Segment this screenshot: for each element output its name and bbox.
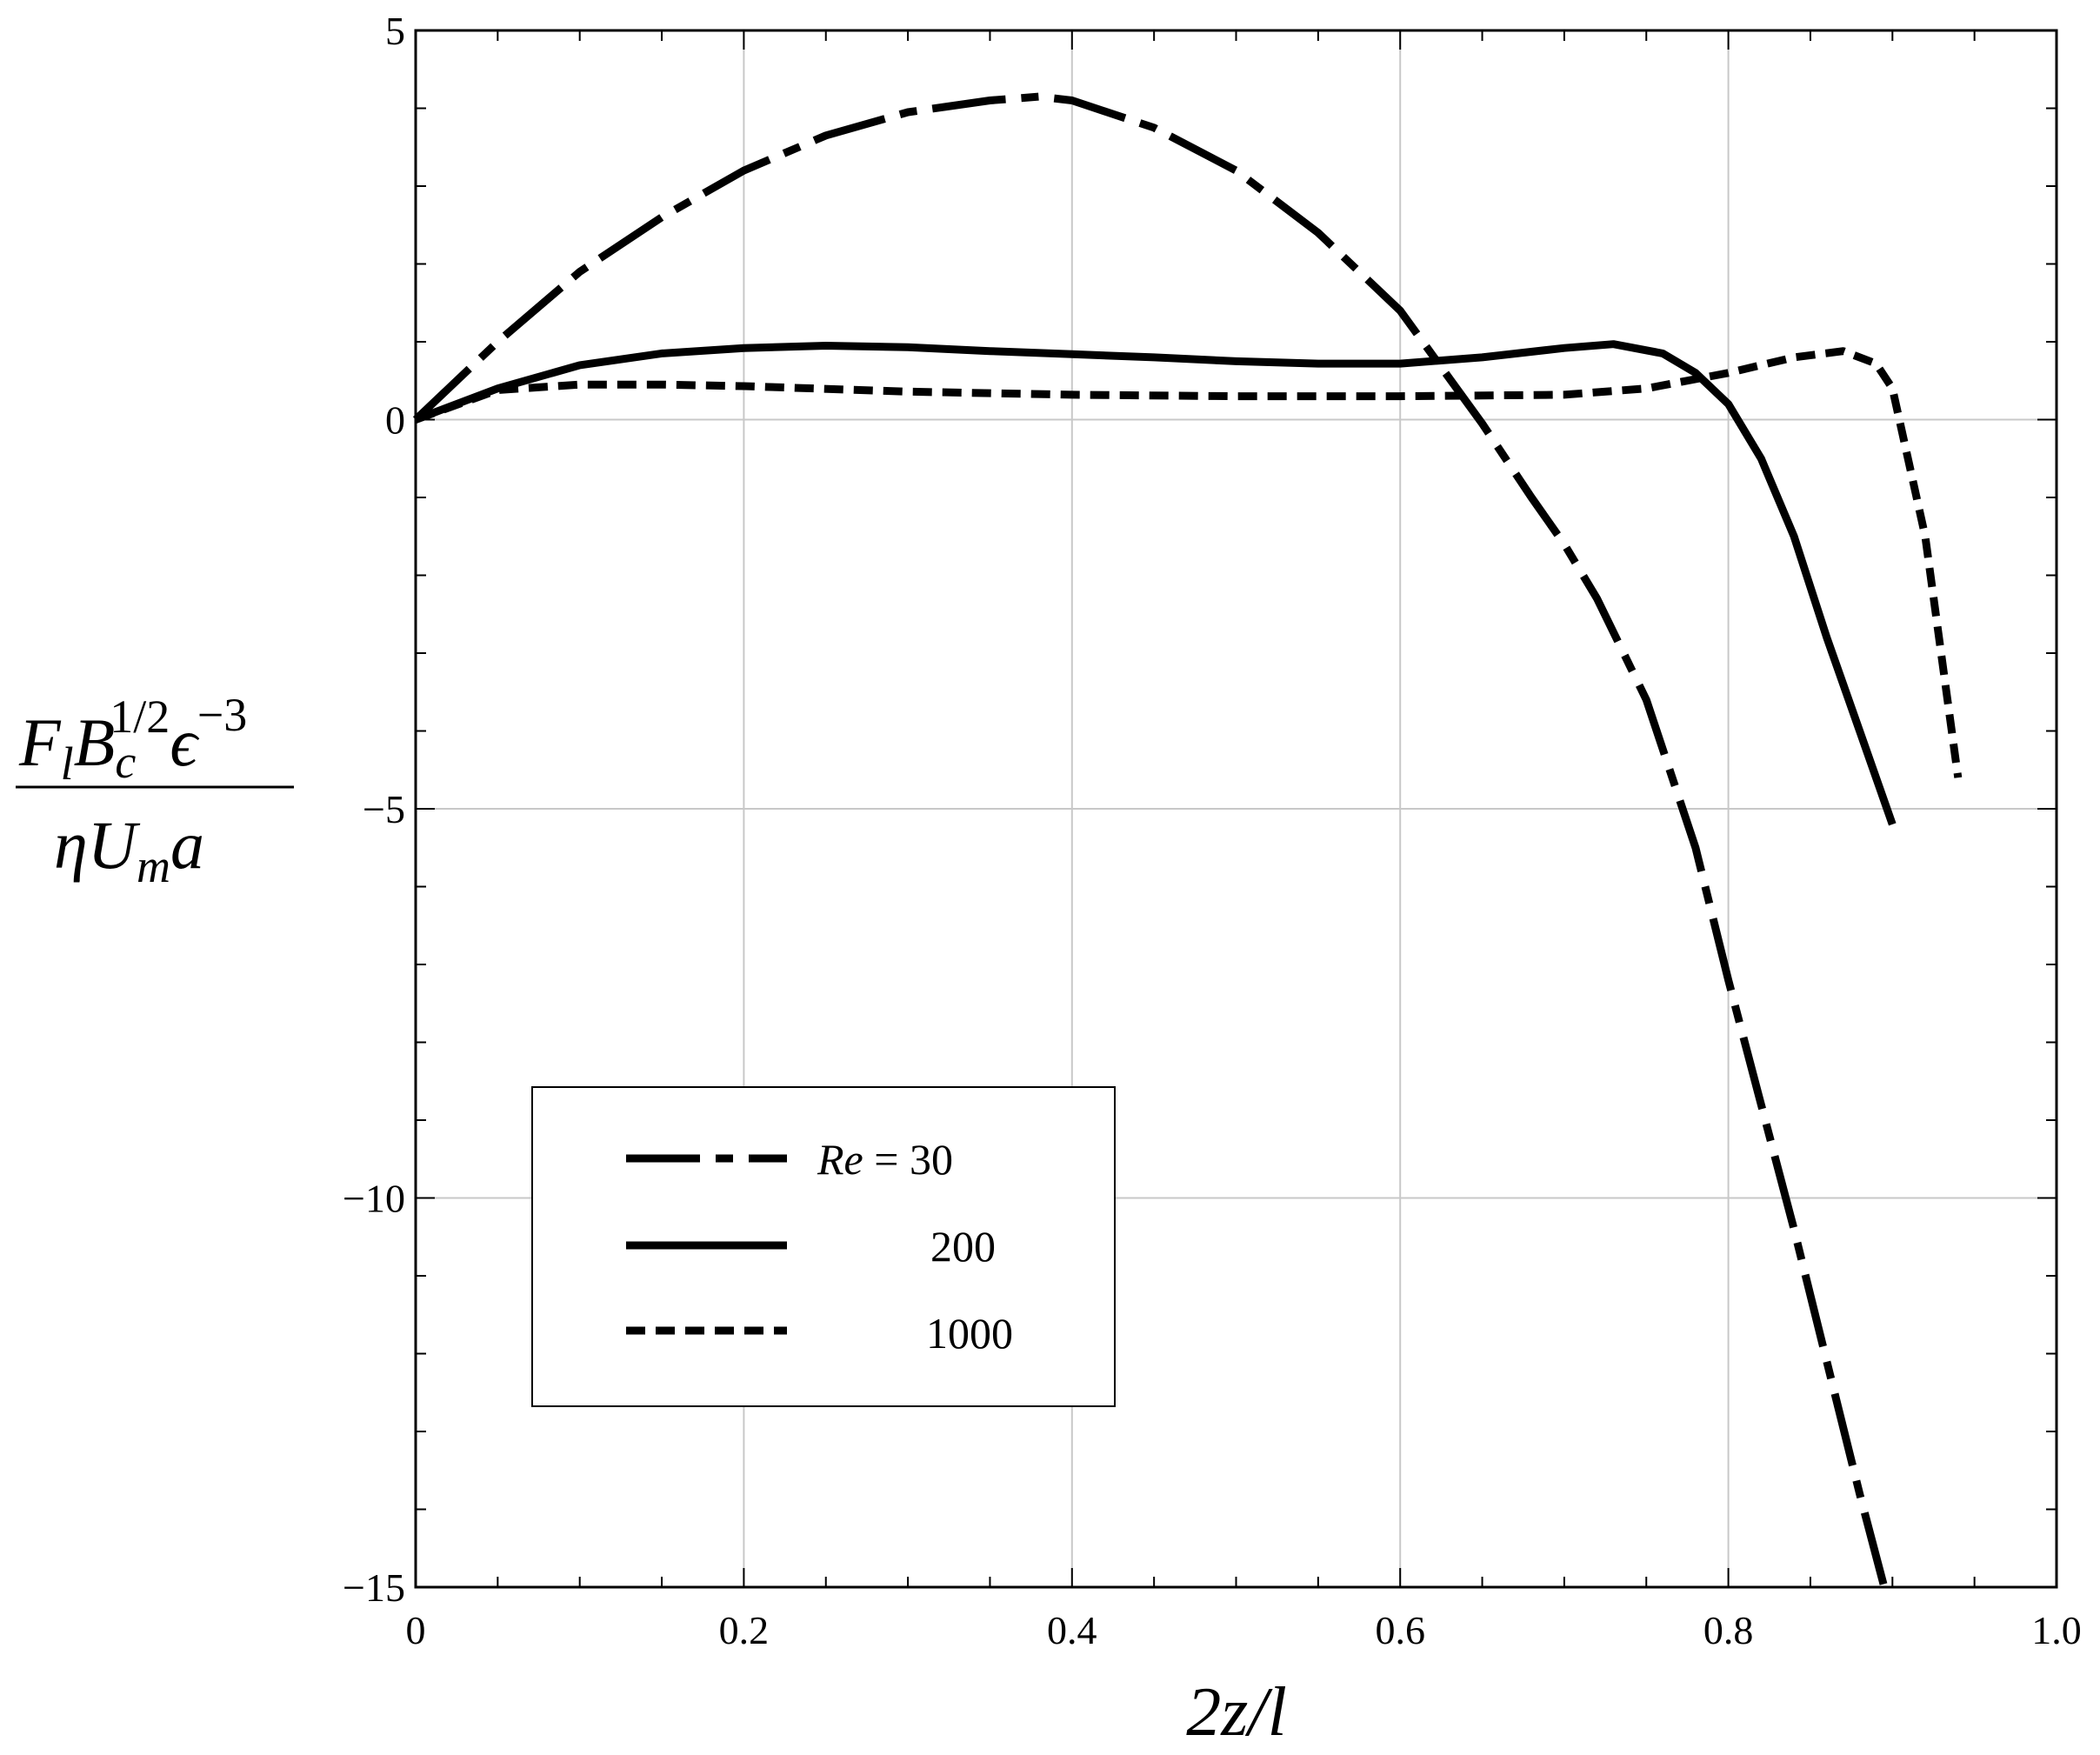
x-tick-label-4: 0.8 bbox=[1703, 1608, 1754, 1652]
y-label-numerator: FlBc1/2ϵ−3 bbox=[18, 689, 247, 790]
x-tick-label-0: 0 bbox=[406, 1608, 426, 1652]
x-axis-label: 2z/l bbox=[1186, 1674, 1287, 1751]
x-tick-label-3: 0.6 bbox=[1375, 1608, 1425, 1652]
y-label-denominator: ηUma bbox=[54, 807, 204, 892]
legend-item-200: 200 bbox=[626, 1222, 996, 1271]
y-tick-label-2: −5 bbox=[363, 787, 405, 831]
y-tick-label-4: −15 bbox=[343, 1565, 405, 1610]
legend-label-1000: 1000 bbox=[926, 1309, 1013, 1358]
tick-labels: 0 0.2 0.4 0.6 0.8 1.0 5 0 −5 −10 −15 bbox=[343, 9, 2082, 1652]
series-line-30 bbox=[412, 92, 1889, 1589]
y-tick-label-1: 0 bbox=[385, 398, 405, 443]
y-tick-label-3: −10 bbox=[343, 1177, 405, 1221]
plot-frame bbox=[414, 29, 2058, 1589]
series-line-200 bbox=[414, 340, 1897, 826]
series-layer bbox=[412, 92, 1963, 1589]
y-axis-label: FlBc1/2ϵ−3 ηUma bbox=[16, 689, 294, 892]
series-line-1000 bbox=[414, 347, 1963, 778]
y-tick-label-0: 5 bbox=[385, 9, 405, 53]
x-tick-label-2: 0.4 bbox=[1047, 1608, 1097, 1652]
x-tick-label-1: 0.2 bbox=[719, 1608, 770, 1652]
legend-item-1000: 1000 bbox=[626, 1309, 1013, 1358]
legend-label-30: Re = 30 bbox=[817, 1135, 953, 1184]
legend-label-200: 200 bbox=[930, 1222, 996, 1271]
legend: Re = 30 200 1000 bbox=[531, 1086, 1116, 1407]
x-tick-label-5: 1.0 bbox=[2031, 1608, 2082, 1652]
legend-item-30: Re = 30 bbox=[626, 1135, 953, 1184]
